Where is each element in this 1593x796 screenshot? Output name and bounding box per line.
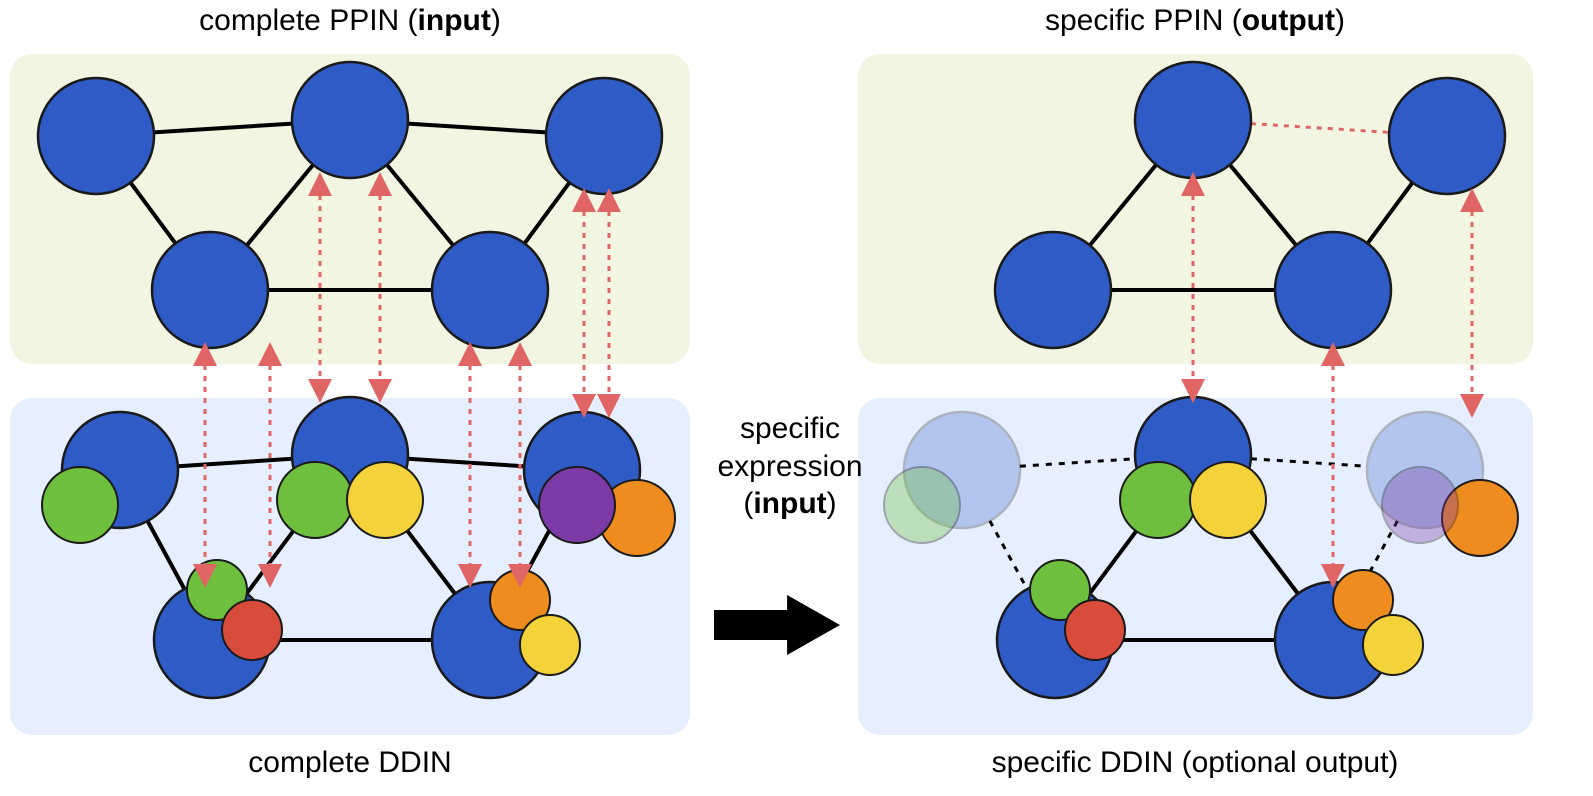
diagram-svg — [0, 0, 1593, 796]
title-top-left: complete PPIN (input) — [199, 4, 501, 38]
domain-red — [222, 600, 282, 660]
big-arrow-icon — [714, 595, 840, 655]
ppin-node-D — [995, 232, 1111, 348]
title-center: specificexpression(input) — [717, 410, 862, 523]
ppin-node-E — [432, 232, 548, 348]
domain-purple — [1382, 467, 1458, 543]
diagram-stage: complete PPIN (input) specific PPIN (out… — [0, 0, 1593, 796]
domain-purple — [539, 467, 615, 543]
domain-green — [1120, 462, 1196, 538]
title-top-right: specific PPIN (output) — [1045, 4, 1345, 38]
domain-red — [1065, 600, 1125, 660]
ppin-node-C — [1389, 78, 1505, 194]
domain-green — [277, 462, 353, 538]
ppin-node-D — [152, 232, 268, 348]
domain-yellow — [520, 615, 580, 675]
domain-yellow — [347, 462, 423, 538]
ppin-node-C — [546, 78, 662, 194]
ppin-node-A — [38, 78, 154, 194]
ppin-node-B — [1135, 62, 1251, 178]
domain-green — [884, 467, 960, 543]
ppin-node-B — [292, 62, 408, 178]
title-bot-left: complete DDIN — [248, 746, 451, 780]
ppin-node-E — [1275, 232, 1391, 348]
domain-yellow — [1190, 462, 1266, 538]
domain-yellow — [1363, 615, 1423, 675]
domain-green — [42, 467, 118, 543]
title-bot-right: specific DDIN (optional output) — [992, 746, 1399, 780]
